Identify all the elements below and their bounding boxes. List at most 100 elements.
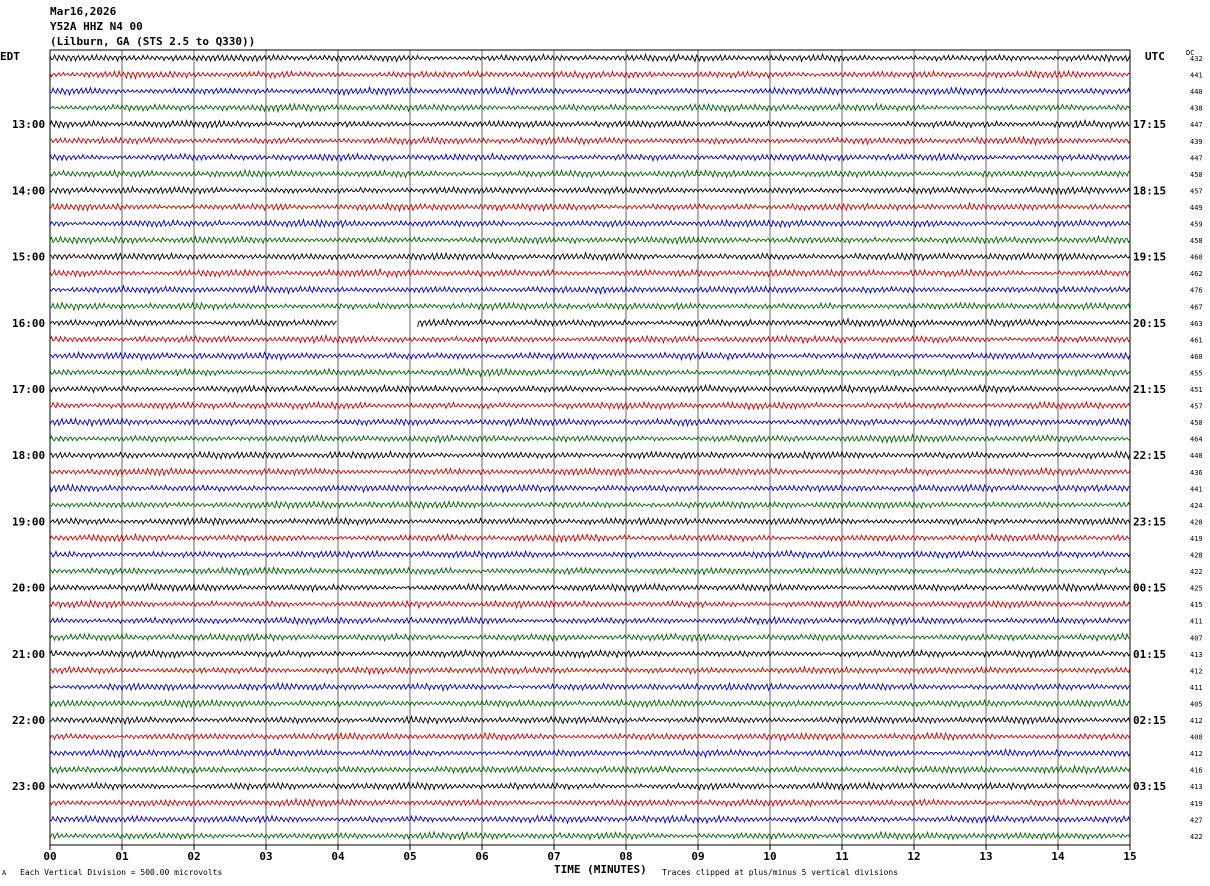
dc-offset-label: 451 xyxy=(1190,386,1203,394)
trace-6 xyxy=(49,152,1131,163)
trace-21 xyxy=(50,400,1131,411)
dc-offset-label: 462 xyxy=(1190,270,1203,278)
trace-7 xyxy=(49,168,1131,179)
trace-2 xyxy=(49,85,1131,97)
dc-offset-label: 461 xyxy=(1190,336,1203,344)
dc-offset-label: 400 xyxy=(1190,734,1203,742)
hour-label-utc: 03:15 xyxy=(1133,780,1166,793)
trace-13 xyxy=(49,267,1131,279)
hour-label-local: 23:00 xyxy=(12,780,45,793)
dc-offset-label: 441 xyxy=(1190,485,1203,493)
dc-offset-label: 419 xyxy=(1190,800,1203,808)
trace-46 xyxy=(49,813,1131,825)
dc-offset-label: 450 xyxy=(1190,419,1203,427)
x-tick-label: 08 xyxy=(619,850,632,863)
trace-35 xyxy=(49,632,1131,643)
dc-offset-label: 476 xyxy=(1190,287,1203,295)
hour-label-utc: 01:15 xyxy=(1133,648,1166,661)
hour-label-local: 16:00 xyxy=(12,317,45,330)
dc-offset-label: 411 xyxy=(1190,618,1203,626)
x-tick-label: 02 xyxy=(187,850,200,863)
trace-26 xyxy=(49,482,1131,494)
x-tick-label: 07 xyxy=(547,850,560,863)
trace-4 xyxy=(49,118,1131,130)
hour-label-local: 22:00 xyxy=(12,714,45,727)
hour-label-utc: 22:15 xyxy=(1133,449,1166,462)
dc-offset-label: 447 xyxy=(1190,154,1203,162)
dc-offset-label: 440 xyxy=(1190,88,1203,96)
trace-9 xyxy=(49,201,1131,213)
trace-34 xyxy=(49,615,1131,627)
trace-5 xyxy=(49,135,1131,147)
dc-offset-label: 450 xyxy=(1190,171,1203,179)
dc-offset-label: 463 xyxy=(1190,320,1203,328)
hour-label-local: 20:00 xyxy=(12,582,45,595)
dc-offset-label: 467 xyxy=(1190,303,1203,311)
dc-offset-label: 428 xyxy=(1190,518,1203,526)
chart-title: Y52A HHZ N4 00 xyxy=(50,20,143,33)
dc-offset-header: DC xyxy=(1186,49,1195,57)
dc-offset-label: 428 xyxy=(1190,552,1203,560)
hour-label-local: 15:00 xyxy=(12,251,45,264)
x-tick-label: 05 xyxy=(403,850,416,863)
hour-label-utc: 21:15 xyxy=(1133,383,1166,396)
trace-14 xyxy=(49,284,1131,296)
dc-offset-label: 412 xyxy=(1190,667,1203,675)
trace-43 xyxy=(49,764,1131,776)
dc-offset-label: 436 xyxy=(1190,469,1203,477)
trace-15 xyxy=(49,301,1131,312)
x-tick-label: 15 xyxy=(1123,850,1136,863)
trace-41 xyxy=(49,731,1131,742)
trace-27 xyxy=(49,499,1131,510)
trace-18 xyxy=(49,350,1131,362)
hour-label-local: 18:00 xyxy=(12,449,45,462)
trace-38 xyxy=(49,681,1131,693)
trace-10 xyxy=(49,218,1131,229)
dc-offset-label: 460 xyxy=(1190,353,1203,361)
trace-39 xyxy=(49,698,1131,709)
dc-offset-label: 422 xyxy=(1190,568,1203,576)
trace-16 xyxy=(49,317,1131,328)
trace-40 xyxy=(49,714,1131,726)
hour-label-local: 19:00 xyxy=(12,515,45,528)
x-tick-label: 14 xyxy=(1051,850,1065,863)
dc-offset-label: 413 xyxy=(1190,651,1203,659)
x-tick-label: 00 xyxy=(43,850,56,863)
trace-11 xyxy=(49,234,1131,246)
hour-label-utc: 17:15 xyxy=(1133,118,1166,131)
right-timezone-label: UTC xyxy=(1145,50,1165,63)
trace-23 xyxy=(49,433,1131,445)
dc-offset-label: 447 xyxy=(1190,121,1203,129)
dc-offset-label: 412 xyxy=(1190,750,1203,758)
hour-label-local: 14:00 xyxy=(12,184,45,197)
dc-offset-label: 457 xyxy=(1190,187,1203,195)
dc-offset-label: 449 xyxy=(1190,204,1203,212)
hour-label-local: 21:00 xyxy=(12,648,45,661)
trace-19 xyxy=(49,366,1131,379)
hour-label-local: 17:00 xyxy=(12,383,45,396)
x-tick-label: 10 xyxy=(763,850,776,863)
dc-offset-label: 460 xyxy=(1190,254,1203,262)
dc-offset-label: 419 xyxy=(1190,535,1203,543)
trace-3 xyxy=(49,102,1131,114)
dc-offset-label: 415 xyxy=(1190,601,1203,609)
left-timezone-label: EDT xyxy=(0,50,20,63)
dc-offset-label: 457 xyxy=(1190,403,1203,411)
trace-12 xyxy=(49,251,1131,262)
x-tick-label: 06 xyxy=(475,850,489,863)
x-axis-label: TIME (MINUTES) xyxy=(554,863,647,876)
hour-label-utc: 02:15 xyxy=(1133,714,1166,727)
corner-mark: A xyxy=(2,869,7,877)
dc-offset-label: 441 xyxy=(1190,72,1203,80)
scale-note: Each Vertical Division = 500.00 microvol… xyxy=(20,868,223,877)
trace-28 xyxy=(49,516,1131,527)
hour-label-utc: 20:15 xyxy=(1133,317,1166,330)
x-tick-label: 01 xyxy=(115,850,129,863)
trace-24 xyxy=(49,449,1131,461)
dc-offset-label: 464 xyxy=(1190,436,1203,444)
dc-offset-label: 458 xyxy=(1190,237,1203,245)
dc-offset-label: 411 xyxy=(1190,684,1203,692)
hour-label-utc: 00:15 xyxy=(1133,582,1166,595)
trace-30 xyxy=(49,549,1131,560)
